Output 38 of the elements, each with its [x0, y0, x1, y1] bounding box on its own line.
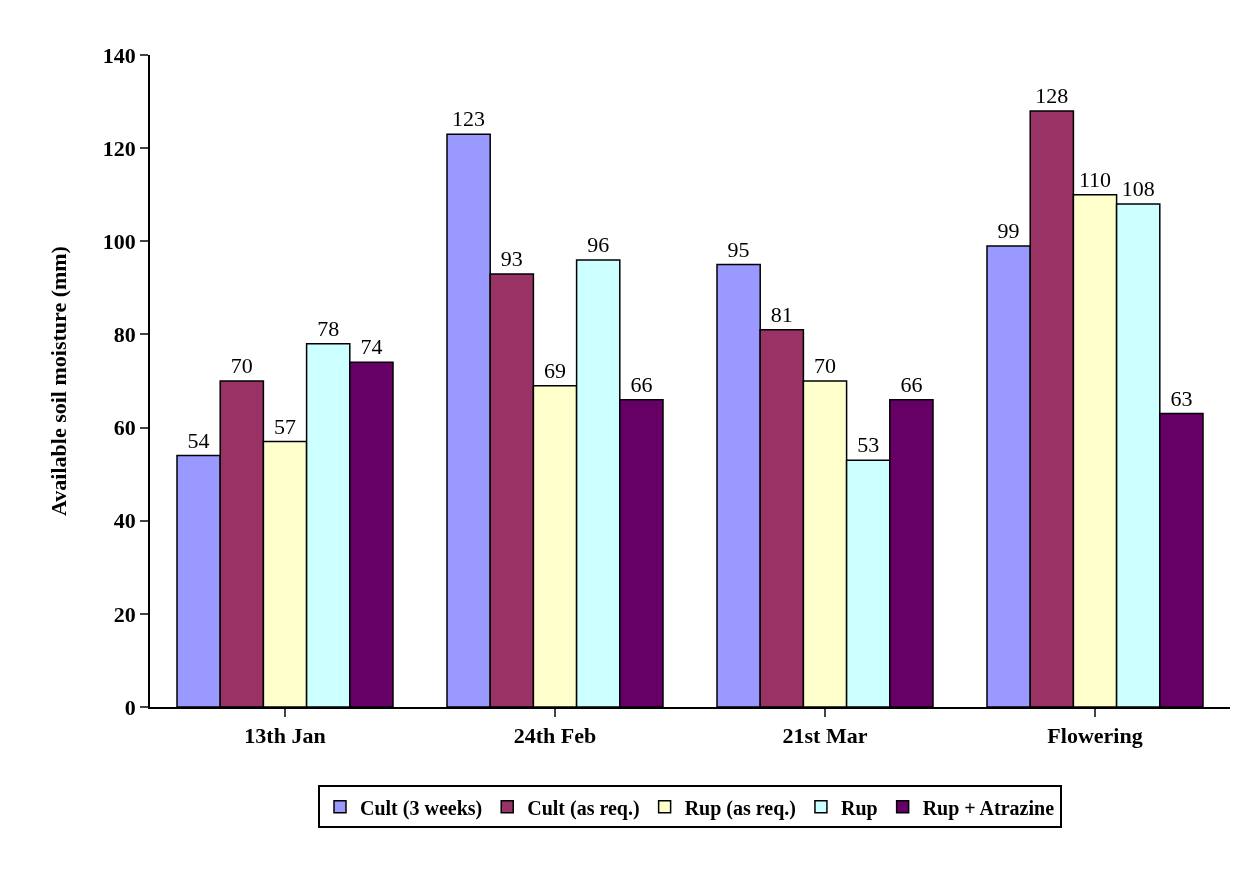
data-label: 108 — [1121, 176, 1155, 202]
data-label: 70 — [814, 353, 836, 378]
legend-label: Rup (as req.) — [684, 796, 796, 820]
legend-label: Rup + Atrazine — [922, 796, 1055, 820]
y-tick-label: 0 — [124, 694, 136, 720]
y-tick-label: 20 — [113, 601, 136, 627]
legend-label: Rup — [840, 796, 878, 820]
x-tick-label: Flowering — [1047, 723, 1143, 749]
x-tick-label: 13th Jan — [244, 723, 326, 749]
data-label: 66 — [900, 371, 923, 397]
data-label: 81 — [770, 301, 793, 327]
data-label: 54 — [187, 427, 210, 453]
x-tick-label: 24th Feb — [513, 723, 597, 749]
y-tick-label: 60 — [113, 415, 136, 441]
x-tick-label: 21st Mar — [782, 723, 868, 749]
y-tick-label: 120 — [102, 135, 136, 161]
data-label: 57 — [274, 413, 296, 439]
y-tick-label: 80 — [113, 322, 136, 348]
data-label: 99 — [997, 217, 1020, 243]
data-label: 66 — [630, 371, 653, 397]
data-label: 74 — [360, 334, 383, 360]
data-label: 123 — [452, 106, 486, 132]
y-axis-title: Available soil moisture (mm) — [46, 246, 72, 516]
data-label: 96 — [587, 231, 610, 257]
data-label: 63 — [1170, 385, 1193, 411]
y-tick-label: 40 — [113, 508, 136, 534]
y-tick-label: 100 — [102, 228, 136, 254]
data-label: 70 — [230, 353, 253, 378]
data-label: 53 — [857, 432, 880, 458]
legend-label: Cult (as req.) — [527, 796, 640, 820]
data-label: 128 — [1035, 82, 1069, 108]
data-label: 95 — [727, 236, 750, 262]
data-label: 110 — [1078, 166, 1112, 192]
y-tick-label: 140 — [102, 42, 136, 68]
data-label: 93 — [500, 245, 523, 271]
data-label: 78 — [317, 315, 340, 341]
data-label: 69 — [544, 357, 566, 383]
legend-label: Cult (3 weeks) — [360, 796, 483, 820]
